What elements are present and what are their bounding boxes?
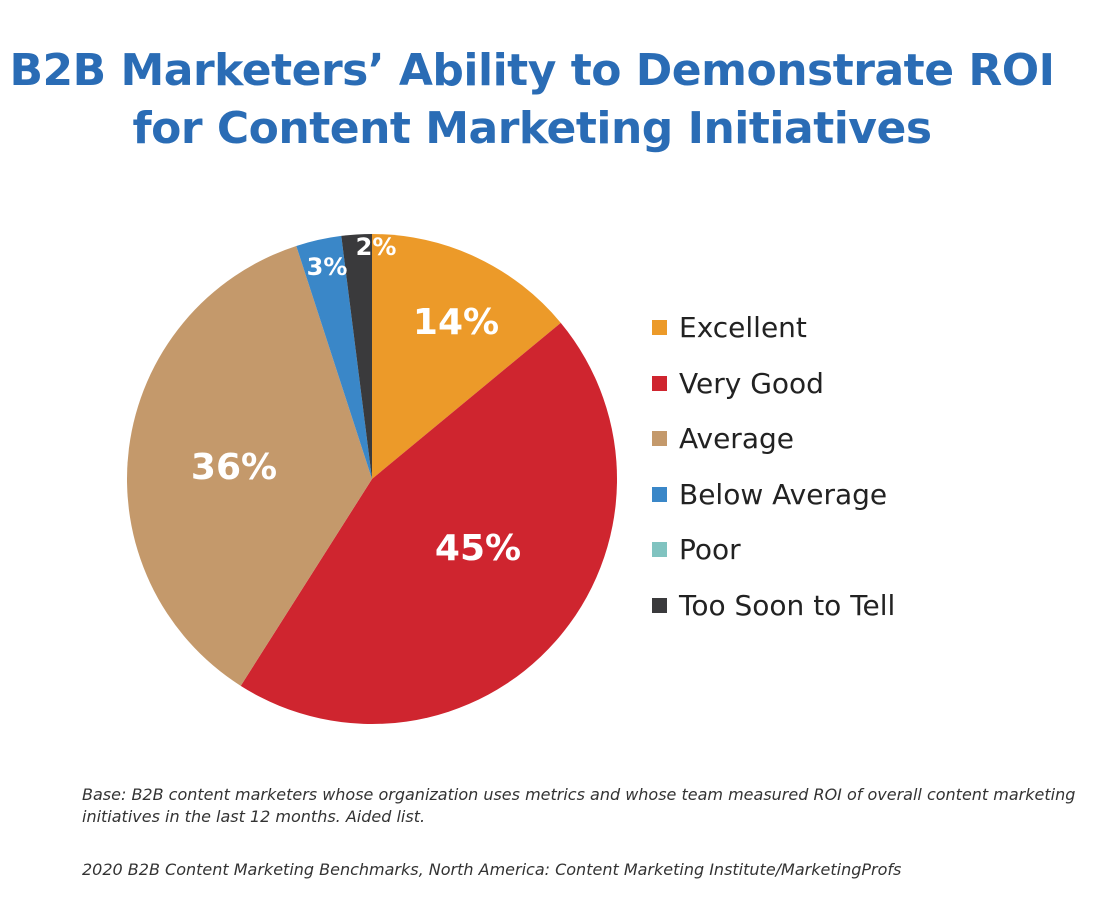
legend-label-below-average: Below Average (679, 477, 888, 511)
legend-label-average: Average (679, 422, 794, 456)
legend-item-average: Average (652, 411, 895, 467)
pie-slice-very-good (240, 322, 618, 725)
legend-swatch-below-average (652, 486, 667, 502)
legend: Excellent Very Good Average Below Average Po… (652, 300, 895, 633)
pie-slices (126, 234, 618, 725)
pie-label-excellent: 14% (413, 302, 499, 343)
legend-swatch-too-soon-to-tell (652, 597, 667, 613)
pie-slice-average (126, 245, 372, 686)
legend-swatch-excellent (652, 320, 667, 336)
legend-swatch-average (652, 431, 667, 447)
legend-item-poor: Poor (652, 522, 895, 578)
pie-label-very-good: 45% (435, 528, 521, 569)
legend-label-very-good: Very Good (679, 366, 824, 400)
pie-labels: 14% 45% 36% 3% 0% 2% (191, 195, 521, 569)
legend-item-below-average: Below Average (652, 467, 895, 523)
legend-label-excellent: Excellent (679, 311, 807, 345)
pie-label-too-soon-to-tell: 2% (356, 233, 397, 261)
chart-title-line-2: for Content Marketing Initiatives (132, 103, 932, 154)
pie-slice-excellent (372, 234, 561, 479)
legend-item-too-soon-to-tell: Too Soon to Tell (652, 578, 895, 634)
legend-swatch-poor (652, 542, 667, 558)
legend-label-poor: Poor (679, 533, 741, 567)
legend-label-too-soon-to-tell: Too Soon to Tell (679, 588, 896, 622)
chart-title-line-1: B2B Marketers’ Ability to Demonstrate RO… (9, 45, 1055, 96)
base-note: Base: B2B content marketers whose organi… (82, 785, 1076, 826)
pie-slice-below-average (296, 235, 372, 479)
chart-title: B2B Marketers’ Ability to Demonstrate RO… (0, 42, 1064, 158)
pie-label-poor: 0% (324, 195, 365, 223)
pie-slice-too-soon-to-tell (341, 234, 372, 479)
source-note: 2020 B2B Content Marketing Benchmarks, N… (82, 860, 902, 879)
pie-label-average: 36% (191, 447, 277, 488)
legend-item-excellent: Excellent (652, 300, 895, 356)
legend-swatch-very-good (652, 375, 667, 391)
pie-label-below-average: 3% (307, 253, 348, 281)
legend-item-very-good: Very Good (652, 356, 895, 412)
